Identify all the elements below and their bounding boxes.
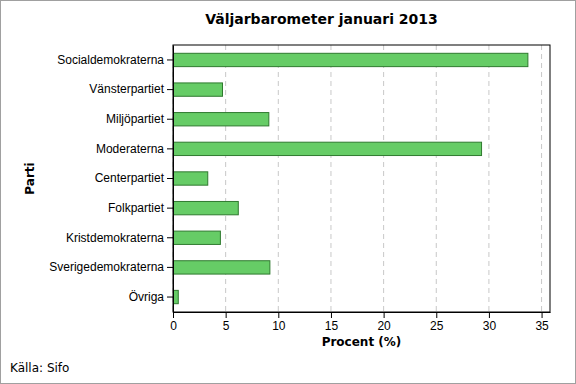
y-tick: Sverigedemokraterna	[49, 260, 173, 274]
x-tick-label: 30	[483, 319, 497, 333]
x-tick: 0	[170, 312, 177, 333]
x-tick-mark	[173, 312, 174, 318]
x-tick-mark	[278, 312, 279, 318]
chart-frame	[1, 1, 576, 384]
y-tick-label: Övriga	[129, 290, 165, 304]
y-tick-mark	[167, 89, 173, 90]
x-tick-mark	[542, 312, 543, 318]
bars	[173, 53, 528, 303]
y-tick-mark	[167, 178, 173, 179]
y-tick-label: Centerpartiet	[95, 171, 165, 185]
y-tick: Centerpartiet	[95, 171, 173, 185]
grid-line	[383, 45, 384, 312]
x-tick: 20	[377, 312, 391, 333]
y-tick-mark	[167, 237, 173, 238]
x-tick: 25	[430, 312, 444, 333]
y-tick-label: Folkpartiet	[108, 201, 165, 215]
x-tick-label: 10	[272, 319, 286, 333]
grid-line	[330, 45, 331, 312]
x-tick: 30	[483, 312, 497, 333]
y-tick: Övriga	[129, 290, 173, 304]
grid-line	[488, 45, 489, 312]
y-tick: Socialdemokraterna	[57, 53, 173, 67]
x-axis-title: Procent (%)	[322, 335, 402, 349]
y-tick-label: Kristdemokraterna	[66, 231, 164, 245]
y-tick: Vänsterpartiet	[89, 82, 173, 96]
x-tick-label: 15	[325, 319, 339, 333]
x-tick-mark	[436, 312, 437, 318]
x-tick-mark	[331, 312, 332, 318]
y-axis-title: Parti	[23, 162, 37, 194]
y-tick-label: Moderaterna	[96, 142, 164, 156]
y-tick-label: Sverigedemokraterna	[49, 260, 164, 274]
x-tick: 10	[272, 312, 286, 333]
bar	[173, 231, 220, 244]
grid-line	[278, 45, 279, 312]
x-tick-label: 20	[377, 319, 391, 333]
plot-frame	[173, 45, 550, 312]
title: Väljarbarometer januari 2013	[205, 11, 438, 27]
y-tick-label: Socialdemokraterna	[57, 53, 164, 67]
x-tick-mark	[489, 312, 490, 318]
y-tick-label: Vänsterpartiet	[89, 82, 164, 96]
x-axis-line	[174, 312, 551, 313]
y-axis-line	[173, 46, 174, 313]
y-tick-mark	[167, 119, 173, 120]
grid	[173, 45, 542, 312]
y-tick-label: Miljöpartiet	[106, 112, 165, 126]
y-tick-mark	[167, 267, 173, 268]
x-tick-label: 5	[223, 319, 230, 333]
x-tick: 35	[535, 312, 549, 333]
x-tick-label: 35	[535, 319, 549, 333]
x-tick-mark	[226, 312, 227, 318]
grid-line	[436, 45, 437, 312]
y-tick: Kristdemokraterna	[66, 231, 173, 245]
y-tick-mark	[167, 208, 173, 209]
x-tick-mark	[384, 312, 385, 318]
bar	[173, 142, 482, 155]
bar	[173, 172, 208, 185]
x-tick-label: 25	[430, 319, 444, 333]
y-tick: Moderaterna	[96, 142, 173, 156]
bar	[173, 113, 269, 126]
x-tick-label: 0	[170, 319, 177, 333]
y-tick-mark	[167, 148, 173, 149]
plot: 0 5 10 15 20 25 30 35 Socialdemokraterna Vänsterp…	[49, 45, 550, 333]
y-tick-mark	[167, 59, 173, 60]
source: Källa: Sifo	[10, 361, 69, 375]
bar	[173, 53, 528, 66]
bar	[173, 261, 270, 274]
y-tick-mark	[167, 297, 173, 298]
chart: 0 5 10 15 20 25 30 35 Socialdemokraterna Vänsterp…	[0, 0, 576, 384]
bar	[173, 83, 222, 96]
plot-background	[173, 45, 550, 312]
x-tick: 15	[325, 312, 339, 333]
grid-line	[541, 45, 542, 312]
x-axis: 0 5 10 15 20 25 30 35	[170, 312, 550, 333]
y-tick: Folkpartiet	[108, 201, 173, 215]
y-axis: Socialdemokraterna Vänsterpartiet Miljöpar…	[49, 46, 173, 313]
bar	[173, 201, 238, 214]
x-tick: 5	[223, 312, 230, 333]
y-tick: Miljöpartiet	[106, 112, 173, 126]
